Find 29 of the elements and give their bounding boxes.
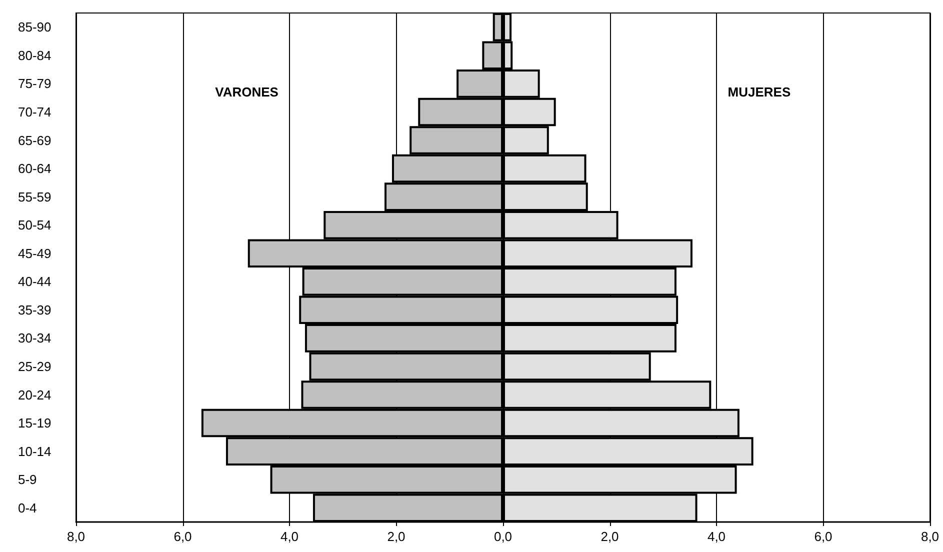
y-tick-label: 80-84: [18, 48, 52, 63]
y-tick-label: 15-19: [18, 416, 52, 431]
y-tick-label: 75-79: [18, 76, 52, 92]
y-tick-label: 10-14: [18, 444, 52, 459]
x-tick-label: 0,0: [494, 529, 512, 544]
y-tick-label: 25-29: [18, 358, 52, 374]
y-tick-label: 35-39: [18, 302, 52, 318]
x-tick-label: 8,0: [920, 529, 940, 544]
x-tick-label: 6,0: [174, 529, 192, 544]
annotation: VARONES: [215, 84, 279, 100]
y-tick-label: 45-49: [18, 246, 52, 261]
y-tick-label: 0-4: [18, 500, 37, 516]
y-tick-label: 30-34: [18, 330, 52, 346]
y-tick-label: 20-24: [18, 387, 52, 402]
y-tick-label: 5-9: [18, 472, 37, 488]
annotation: MUJERES: [728, 84, 791, 100]
y-tick-label: 60-64: [18, 161, 52, 176]
y-tick-label: 85-90: [18, 20, 52, 35]
x-tick-label: 4,0: [707, 529, 726, 544]
x-tick-label: 6,0: [814, 529, 832, 544]
y-tick-label: 40-44: [18, 274, 52, 290]
x-tick-label: 2,0: [387, 529, 406, 544]
x-tick-label: 8,0: [66, 529, 86, 544]
y-tick-label: 50-54: [18, 218, 52, 233]
y-tick-label: 70-74: [18, 104, 52, 120]
y-tick-label: 65-69: [18, 132, 52, 148]
x-tick-label: 4,0: [280, 529, 299, 544]
x-tick-label: 2,0: [600, 529, 619, 544]
y-tick-label: 55-59: [18, 189, 52, 204]
